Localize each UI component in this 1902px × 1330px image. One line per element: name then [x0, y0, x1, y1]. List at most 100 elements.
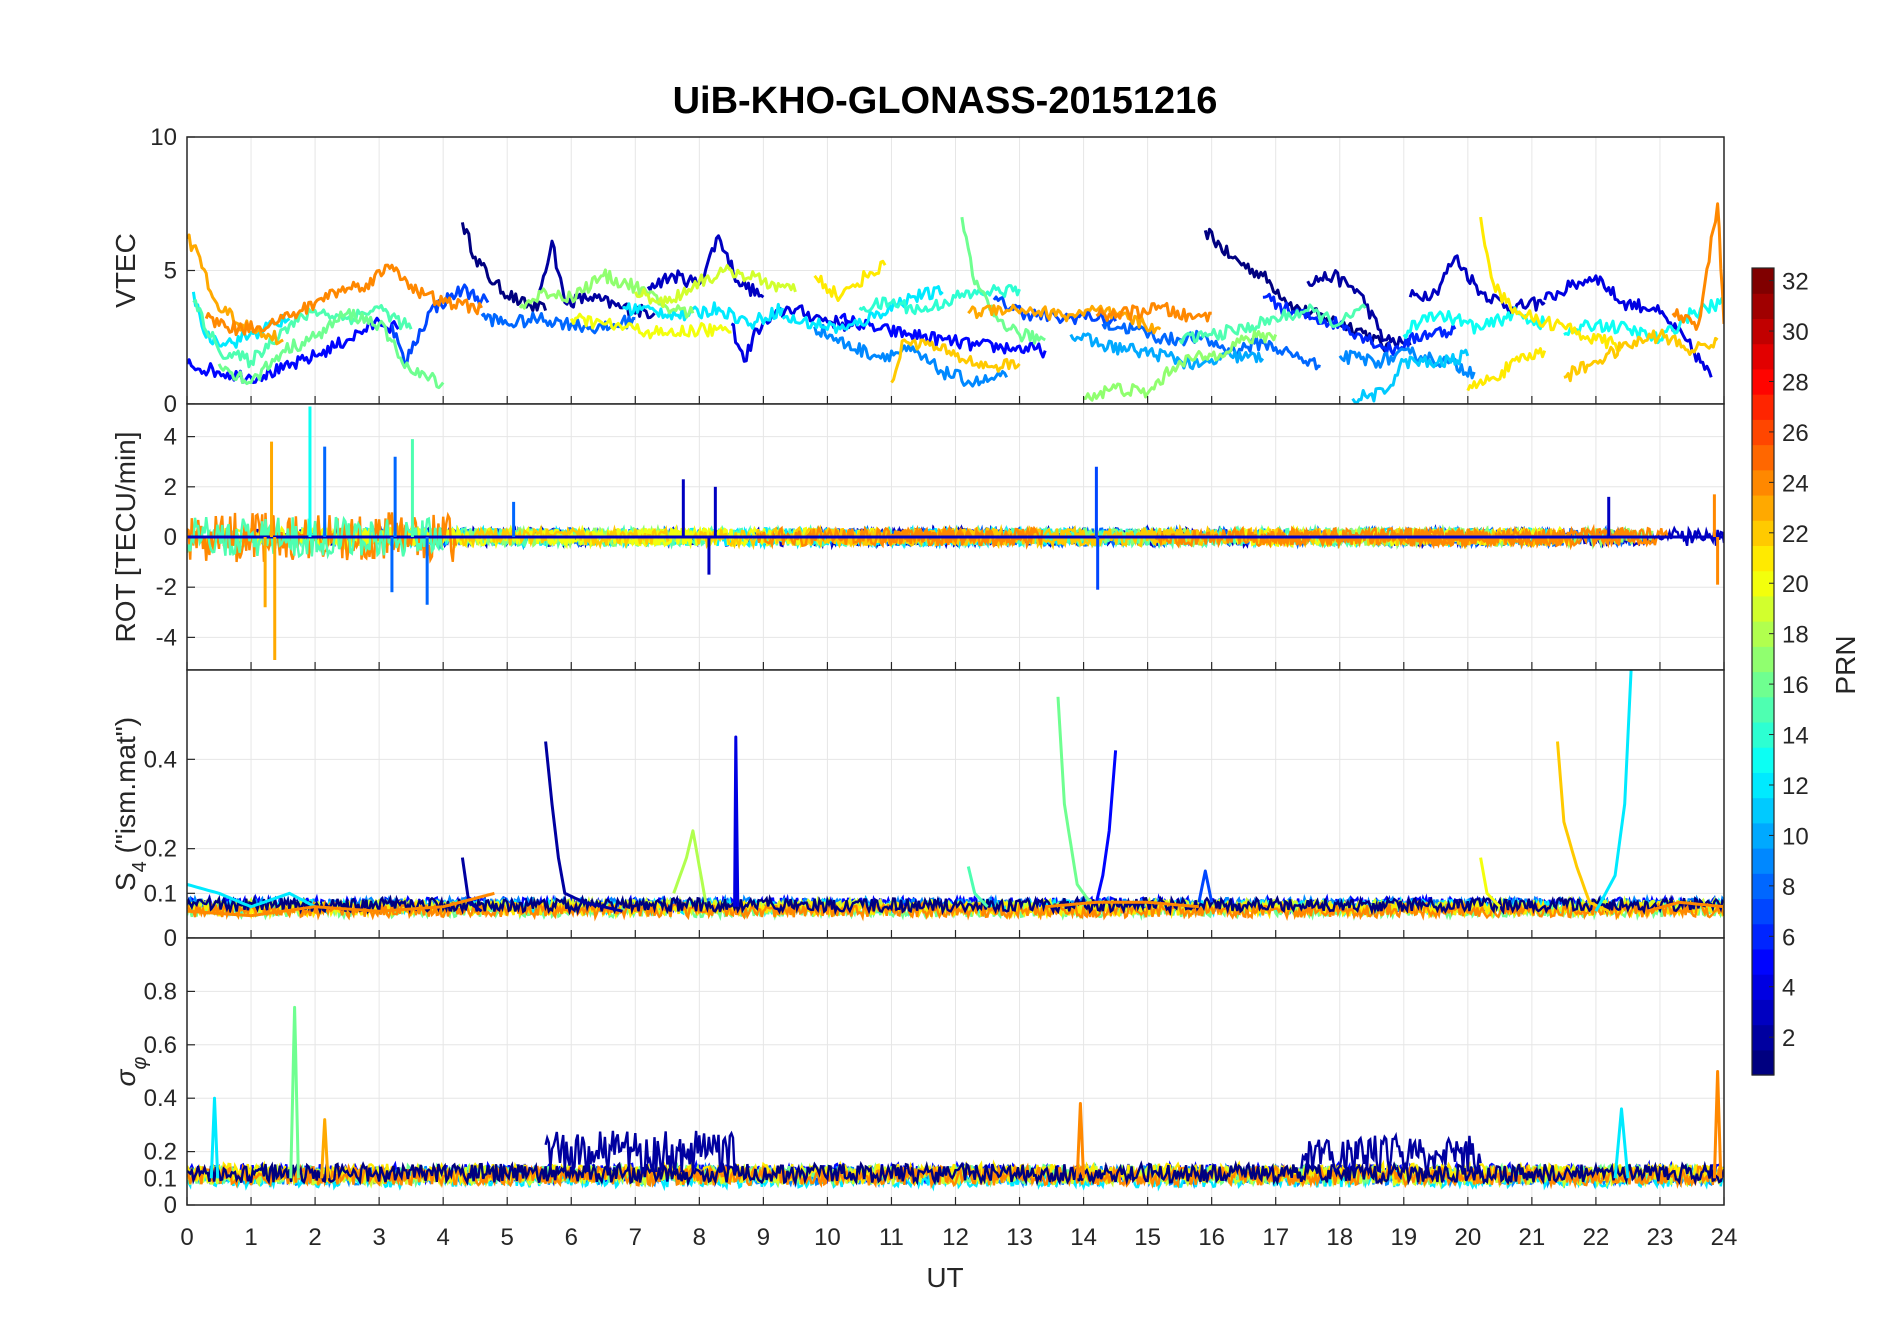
- y-tick-label: 0.4: [144, 1085, 177, 1112]
- x-axis: 0 1 2 3 4 5 6 7 8 9 10 11 12 13 14 15 16 17 18 19 20 21 22 23 24: [180, 1224, 1737, 1251]
- colorbar-swatch: [1752, 1024, 1774, 1051]
- x-tick-label: 12: [942, 1224, 969, 1251]
- series-line-prn-5: [187, 316, 400, 384]
- y-tick-label: 2: [164, 474, 177, 501]
- series-line-prn-7: [1197, 869, 1214, 903]
- y-axis-label-subscript: 4: [129, 861, 151, 872]
- colorbar-swatch: [1752, 469, 1774, 496]
- x-tick-label: 23: [1647, 1224, 1674, 1251]
- series-line-prn-24: [1671, 202, 1724, 331]
- colorbar-swatch: [1752, 293, 1774, 320]
- x-tick-label: 21: [1519, 1224, 1546, 1251]
- x-tick-label: 5: [501, 1224, 514, 1251]
- series-line-prn-24: [204, 263, 483, 337]
- colorbar-tick-label: 4: [1782, 975, 1795, 1002]
- series-line-prn-21: [813, 259, 887, 302]
- colorbar-swatch: [1752, 873, 1774, 900]
- series-line-prn-4: [1543, 274, 1713, 378]
- colorbar-swatch: [1752, 520, 1774, 547]
- colorbar-tick-label: 8: [1782, 874, 1795, 901]
- colorbar-swatch: [1752, 747, 1774, 773]
- series-line-prn-12: [187, 882, 316, 909]
- series-line-prn-24: [1712, 1070, 1723, 1179]
- series-line-prn-15: [192, 298, 413, 369]
- y-axis-label-vtec: VTEC: [110, 233, 141, 308]
- colorbar-swatch: [1752, 318, 1774, 345]
- colorbar-swatch: [1752, 1049, 1774, 1076]
- series-line-prn-24: [1095, 302, 1212, 323]
- series-line-prn-13: [1563, 296, 1724, 345]
- series-line-prn-20: [569, 312, 732, 340]
- x-tick-label: 17: [1262, 1224, 1289, 1251]
- series-line-prn-2: [460, 857, 483, 913]
- series-line-prn-15: [1178, 303, 1367, 345]
- colorbar-swatch: [1752, 368, 1774, 395]
- series-line-prn-22: [1563, 328, 1719, 383]
- series-line-prn-2: [537, 239, 656, 320]
- y-tick-label: 0.8: [144, 978, 177, 1005]
- colorbar-tick-label: 18: [1782, 622, 1809, 649]
- series-line-prn-1: [1203, 227, 1393, 353]
- colorbar-tick-label: 16: [1782, 672, 1809, 699]
- y-tick-label: 10: [150, 124, 177, 151]
- colorbar-tick-label: 30: [1782, 319, 1809, 346]
- colorbar-swatch: [1752, 268, 1774, 294]
- series-group: [187, 670, 1724, 922]
- colorbar-tick-label: 26: [1782, 420, 1809, 447]
- series-line-prn-5: [1094, 750, 1118, 903]
- series-line-prn-24: [187, 891, 495, 918]
- chart-title: UiB-KHO-GLONASS-20151216: [673, 80, 1218, 122]
- series-line-prn-12: [1613, 1107, 1630, 1179]
- colorbar-tick-label: 20: [1782, 571, 1809, 598]
- colorbar-swatch: [1752, 343, 1774, 370]
- x-tick-label: 0: [180, 1224, 193, 1251]
- series-line-prn-17: [1083, 330, 1278, 402]
- panel-vtec: 0 5 10 VTEC: [110, 124, 1725, 418]
- colorbar-swatch: [1752, 394, 1774, 420]
- series-line-prn-18: [672, 829, 708, 903]
- colorbar-swatch: [1752, 999, 1774, 1026]
- y-tick-label: 4: [164, 424, 177, 451]
- x-tick-label: 11: [879, 1224, 904, 1251]
- series-line-prn-2: [544, 741, 623, 913]
- series-line-prn-15: [966, 866, 989, 908]
- colorbar-tick-label: 14: [1782, 723, 1809, 750]
- floor-trace: [187, 1159, 1724, 1188]
- colorbar-swatch: [1752, 898, 1774, 925]
- y-axis-label-sigphi: σφ: [110, 1057, 151, 1087]
- series-line-prn-4: [733, 735, 740, 907]
- x-tick-label: 14: [1070, 1224, 1097, 1251]
- colorbar-swatch: [1752, 848, 1774, 874]
- colorbar-swatch: [1752, 570, 1774, 597]
- x-axis-label: UT: [926, 1262, 963, 1293]
- y-tick-label: 0.6: [144, 1032, 177, 1059]
- colorbar-swatch: [1752, 974, 1774, 1000]
- series-group: [187, 406, 1724, 660]
- series-line-prn-12: [781, 285, 944, 334]
- colorbar-swatch: [1752, 494, 1774, 521]
- rot-trace: [459, 524, 670, 550]
- panel-rot: -4 -2 0 2 4 ROT [TECU/min]: [110, 403, 1725, 671]
- y-tick-label: -4: [156, 624, 177, 651]
- colorbar-tick-label: 2: [1782, 1025, 1795, 1052]
- colorbar-swatch: [1752, 646, 1774, 673]
- x-tick-label: 6: [565, 1224, 578, 1251]
- x-tick-label: 24: [1711, 1224, 1738, 1251]
- colorbar-swatch: [1752, 923, 1774, 950]
- y-tick-label: 0.2: [144, 836, 177, 863]
- y-tick-label: -2: [156, 574, 177, 601]
- x-tick-label: 22: [1583, 1224, 1610, 1251]
- series-line-prn-12: [622, 301, 785, 330]
- y-tick-label: 0.4: [144, 746, 177, 773]
- series-line-prn-3: [1408, 254, 1546, 315]
- colorbar-swatch: [1752, 797, 1774, 824]
- x-tick-label: 4: [436, 1224, 449, 1251]
- series-line-prn-16: [289, 1005, 300, 1179]
- floor-trace: [187, 1162, 1724, 1190]
- x-tick-label: 15: [1134, 1224, 1161, 1251]
- band-trace: [1300, 1131, 1482, 1175]
- series-line-prn-9: [813, 323, 1009, 388]
- colorbar-swatch: [1752, 621, 1774, 647]
